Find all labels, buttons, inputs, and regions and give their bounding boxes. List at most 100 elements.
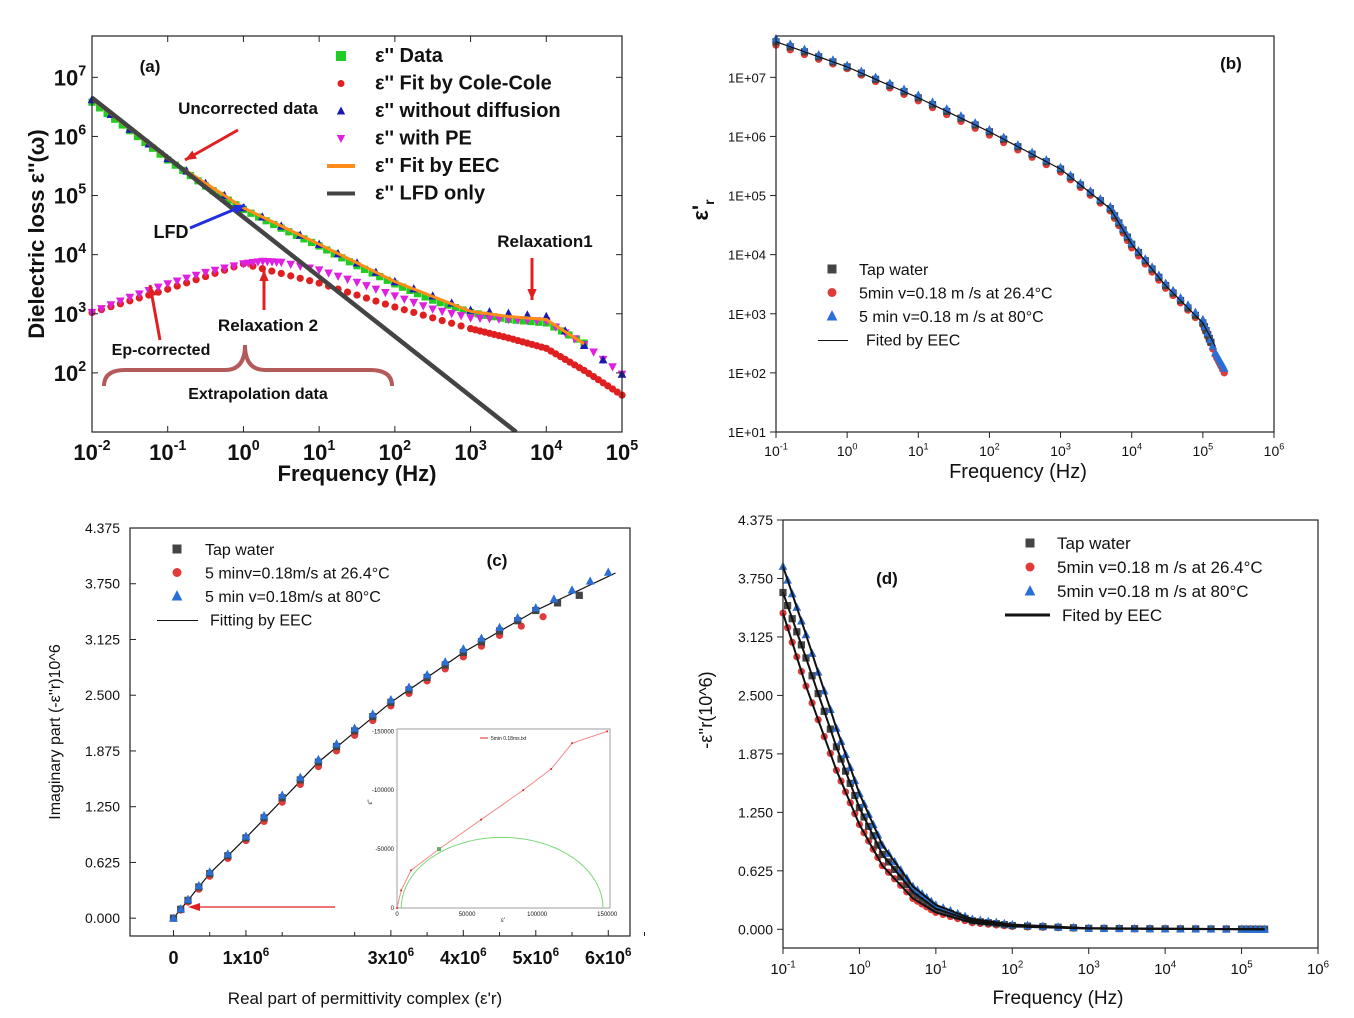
legend-label: ε'' Data	[375, 45, 444, 67]
data-point	[1027, 147, 1037, 156]
arrow-head	[188, 903, 200, 911]
x-tick-label: 104	[530, 438, 562, 465]
legend-label: ε'' without diffusion	[375, 100, 561, 122]
annotation-ep-corrected: Ep-corrected	[112, 342, 211, 359]
data-point	[390, 292, 400, 301]
data-point	[201, 268, 210, 278]
data-point	[171, 590, 183, 601]
data-point	[428, 305, 438, 314]
data-point	[1024, 585, 1036, 596]
legend-label: Fited by EEC	[866, 333, 960, 350]
data-point	[111, 115, 119, 123]
y-tick-label: 3.750	[738, 570, 773, 586]
data-point	[585, 576, 595, 585]
data-point	[406, 286, 414, 295]
x-tick-label: 101	[908, 442, 929, 459]
series-line	[775, 41, 1216, 347]
x-axis-label: Real part of permittivity complex (ε'r)	[228, 989, 502, 1008]
x-tick-label: 106	[1264, 442, 1285, 459]
data-point	[475, 314, 485, 324]
data-point	[194, 880, 204, 890]
legend-label: 5min v=0.18 m /s at 26.4°C	[1057, 558, 1263, 577]
x-tick-label: 10-1	[764, 442, 788, 459]
data-point	[589, 348, 598, 357]
data-point	[343, 275, 352, 284]
inset-data-point	[606, 730, 609, 733]
data-point	[827, 288, 837, 297]
data-point	[1118, 223, 1128, 232]
y-tick-label: 3.750	[85, 576, 120, 592]
data-point	[337, 80, 345, 87]
data-point	[314, 266, 324, 275]
legend-label: 5min v=0.18 m /s at 26.4°C	[859, 286, 1053, 303]
data-point	[360, 265, 369, 273]
data-point	[205, 867, 215, 876]
data-point	[519, 317, 528, 325]
y-tick-label: 1E+04	[728, 248, 766, 263]
plot-frame	[91, 35, 623, 433]
data-point	[391, 303, 399, 311]
y-tick-label: 4.375	[85, 520, 120, 536]
data-point	[292, 231, 301, 239]
y-tick-label: 1.875	[85, 743, 120, 759]
data-point	[172, 568, 182, 577]
legend-label: 5 minv=0.18m/s at 26.4°C	[205, 566, 390, 583]
chart-b: 10-1 100 101 102 103 104 105 106 1E+01 1E+02 1E+03…	[688, 34, 1284, 483]
data-point	[306, 277, 314, 285]
y-tick-label: 104	[54, 241, 86, 268]
data-point	[1086, 186, 1095, 195]
legend-label: ε'' Fit by Cole-Cole	[375, 73, 552, 95]
y-axis-label: Imaginary part (-ε''r)10^6	[47, 644, 64, 820]
data-point	[553, 599, 562, 607]
series-line	[782, 592, 1265, 931]
data-point	[183, 279, 191, 287]
arrow-head	[527, 288, 537, 300]
legend-label: ε'' with PE	[375, 128, 472, 150]
data-point	[350, 723, 359, 732]
data-point	[575, 591, 583, 599]
data-point	[296, 274, 304, 282]
data-point	[456, 312, 466, 321]
data-point	[1105, 201, 1115, 211]
x-tick-label: 1x106	[223, 946, 270, 968]
data-point	[95, 104, 104, 112]
x-tick-label: 104	[1154, 959, 1177, 978]
x-tick-label: 3x106	[368, 946, 415, 968]
inset-data-point	[522, 789, 525, 792]
data-point	[527, 317, 535, 326]
x-tick-label: 101	[303, 438, 335, 465]
data-point	[368, 269, 376, 277]
x-tick-label: 5x106	[513, 946, 560, 968]
x-tick-label: 105	[1193, 442, 1214, 459]
data-point	[229, 262, 239, 271]
data-point	[567, 585, 577, 594]
legend-label: 5 min v=0.18m/s at 80°C	[205, 589, 381, 606]
data-point	[489, 313, 497, 321]
y-tick-label: 1E+05	[728, 189, 766, 204]
data-point	[254, 213, 263, 221]
data-point	[345, 258, 354, 266]
data-point	[421, 293, 429, 301]
y-tick-label: 1.250	[738, 804, 773, 820]
data-point	[338, 254, 346, 262]
y-tick-label: 102	[54, 359, 86, 386]
data-point	[413, 290, 422, 298]
y-tick-label: 1E+01	[728, 425, 766, 440]
inset-x-tick-label: 50000	[459, 912, 476, 918]
legend-label: Tap water	[1057, 534, 1131, 553]
data-point	[457, 322, 465, 330]
y-tick-label: 1E+02	[728, 366, 766, 381]
data-point	[459, 644, 468, 653]
data-point	[343, 288, 352, 296]
data-point	[826, 310, 838, 321]
legend-label: Fitting by EEC	[210, 613, 312, 630]
data-point	[1202, 327, 1210, 335]
data-point	[154, 288, 162, 296]
legend-d: Tap water 5min v=0.18 m /s at 26.4°C 5min …	[1005, 534, 1263, 625]
data-point	[383, 276, 391, 284]
y-axis-label: Dielectric loss ε''(ω)	[24, 129, 49, 338]
plot-frame	[129, 527, 631, 937]
inset-data-point	[550, 768, 553, 771]
data-point	[220, 264, 229, 273]
inset-fit-arc	[400, 836, 604, 909]
